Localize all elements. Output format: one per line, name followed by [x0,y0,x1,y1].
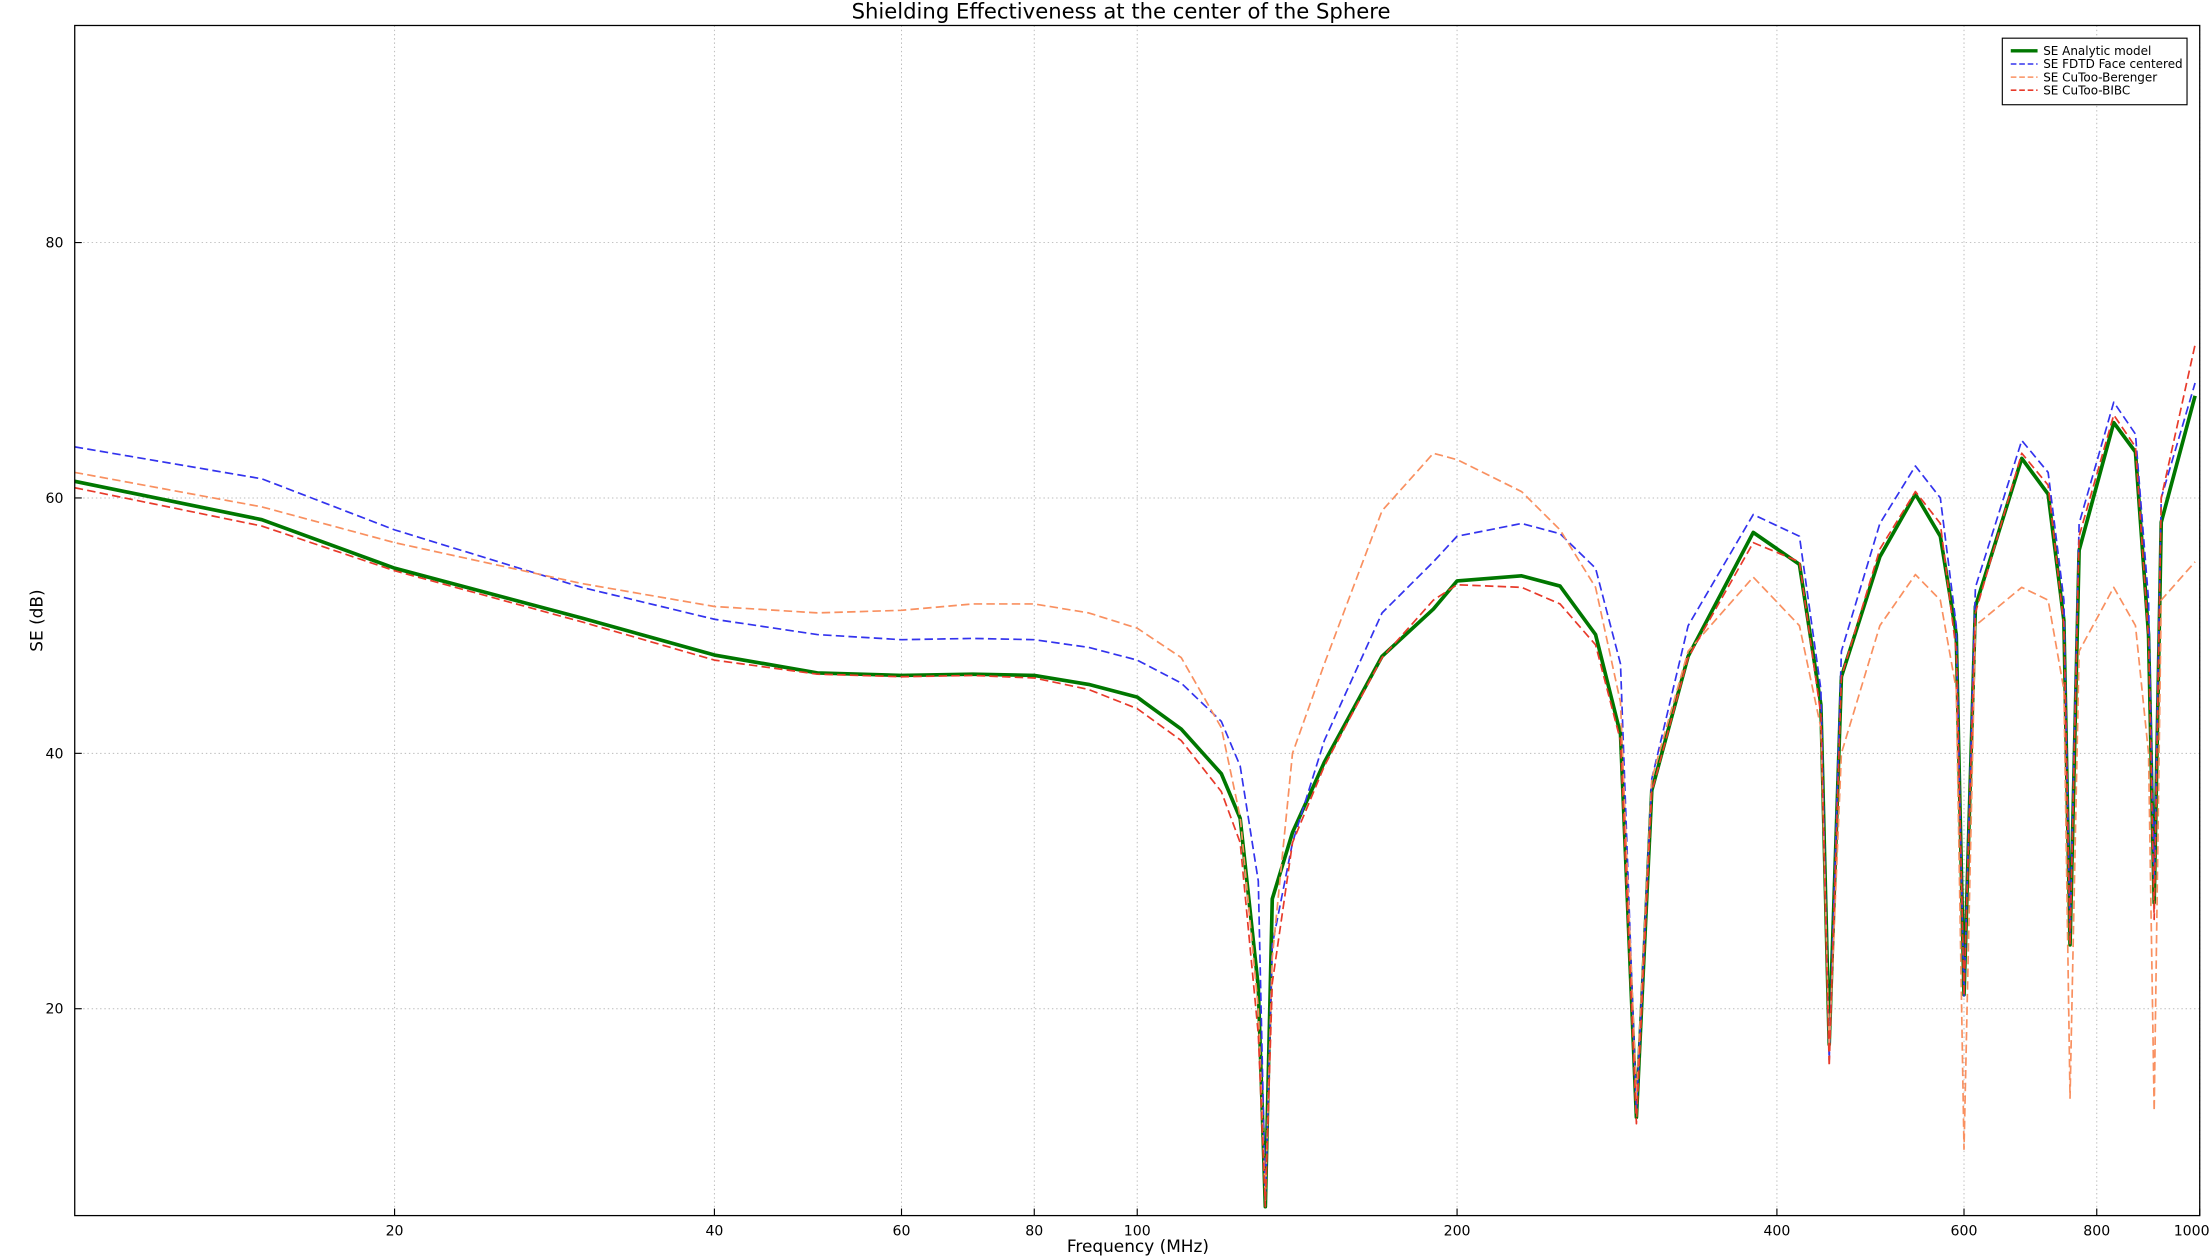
x-tick-label: 400 [1763,1223,1790,1239]
y-axis-label: SE (dB) [26,589,46,651]
x-tick-label: 1000 [2174,1223,2210,1239]
x-tick-label: 800 [2083,1223,2110,1239]
series-line [74,344,2196,1208]
legend-label: SE CuToo-BIBC [2043,83,2130,97]
legend-label: SE Analytic model [2043,44,2151,58]
series-line [74,452,2196,1202]
x-tick-label: 60 [893,1223,911,1239]
y-tick-label: 40 [46,746,64,762]
y-tick-label: 20 [46,1002,64,1018]
series-line [74,382,2196,1202]
grid [74,25,2201,1216]
plot-lines [74,344,2197,1209]
chart-title: Shielding Effectiveness at the center of… [852,0,1391,23]
x-tick-label: 200 [1444,1223,1471,1239]
x-tick-label: 600 [1951,1223,1978,1239]
legend-label: SE FDTD Face centered [2043,57,2182,71]
legend-label: SE CuToo-Berenger [2043,70,2157,84]
series-line [74,395,2197,1209]
y-tick-label: 80 [46,236,64,252]
y-tick-label: 60 [46,491,64,507]
plot-frame [74,24,2201,1217]
x-tick-label: 20 [386,1223,404,1239]
x-tick-label: 40 [705,1223,723,1239]
x-axis-label: Frequency (MHz) [1067,1236,1209,1256]
x-tick-label: 80 [1025,1223,1043,1239]
axes: 20 40 60 80 100 200 400 600 800 1000 20 40 60 80 [46,24,2210,1239]
x-tick-label: 100 [1124,1223,1151,1239]
